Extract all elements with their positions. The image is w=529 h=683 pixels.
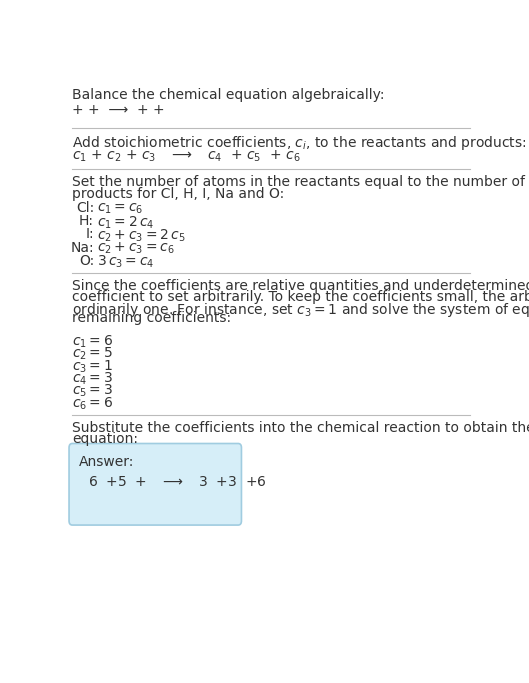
Text: + +  ⟶  + +: + + ⟶ + +	[72, 102, 165, 117]
Text: $c_4 = 3$: $c_4 = 3$	[72, 371, 113, 387]
Text: $c_1 = 6$: $c_1 = 6$	[72, 334, 114, 350]
Text: Set the number of atoms in the reactants equal to the number of atoms in the: Set the number of atoms in the reactants…	[72, 175, 529, 189]
Text: $c_2 = 5$: $c_2 = 5$	[72, 346, 113, 363]
Text: $c_5 = 3$: $c_5 = 3$	[72, 383, 113, 400]
Text: $c_2 + c_3 = 2\,c_5$: $c_2 + c_3 = 2\,c_5$	[97, 227, 186, 244]
Text: H:: H:	[79, 214, 94, 228]
Text: $c_1$ + $c_2$ + $c_3$   $\longrightarrow$   $c_4$  + $c_5$  + $c_6$: $c_1$ + $c_2$ + $c_3$ $\longrightarrow$ …	[72, 149, 301, 165]
Text: products for Cl, H, I, Na and O:: products for Cl, H, I, Na and O:	[72, 186, 285, 201]
Text: Na:: Na:	[70, 240, 94, 255]
Text: $c_6 = 6$: $c_6 = 6$	[72, 395, 114, 412]
Text: equation:: equation:	[72, 432, 138, 445]
Text: I:: I:	[85, 227, 94, 242]
Text: $c_1 = 2\,c_4$: $c_1 = 2\,c_4$	[97, 214, 154, 231]
Text: Substitute the coefficients into the chemical reaction to obtain the balanced: Substitute the coefficients into the che…	[72, 421, 529, 435]
Text: ordinarily one. For instance, set $c_3 = 1$ and solve the system of equations fo: ordinarily one. For instance, set $c_3 =…	[72, 301, 529, 319]
Text: $c_2 + c_3 = c_6$: $c_2 + c_3 = c_6$	[97, 240, 175, 256]
Text: $c_3 = 1$: $c_3 = 1$	[72, 359, 113, 375]
Text: $c_1 = c_6$: $c_1 = c_6$	[97, 201, 143, 216]
Text: Cl:: Cl:	[76, 201, 94, 215]
Text: coefficient to set arbitrarily. To keep the coefficients small, the arbitrary va: coefficient to set arbitrarily. To keep …	[72, 290, 529, 304]
Text: Answer:: Answer:	[78, 456, 134, 469]
Text: Since the coefficients are relative quantities and underdetermined, choose a: Since the coefficients are relative quan…	[72, 279, 529, 293]
Text: $3\,c_3 = c_4$: $3\,c_3 = c_4$	[97, 253, 154, 270]
FancyBboxPatch shape	[69, 443, 241, 525]
Text: $6$  +$5$  +   $\longrightarrow$   $3$  +$3$  +$6$: $6$ +$5$ + $\longrightarrow$ $3$ +$3$ +$…	[88, 475, 267, 488]
Text: remaining coefficients:: remaining coefficients:	[72, 311, 232, 325]
Text: Add stoichiometric coefficients, $c_i$, to the reactants and products:: Add stoichiometric coefficients, $c_i$, …	[72, 135, 527, 152]
Text: O:: O:	[79, 253, 94, 268]
Text: Balance the chemical equation algebraically:: Balance the chemical equation algebraica…	[72, 88, 385, 102]
